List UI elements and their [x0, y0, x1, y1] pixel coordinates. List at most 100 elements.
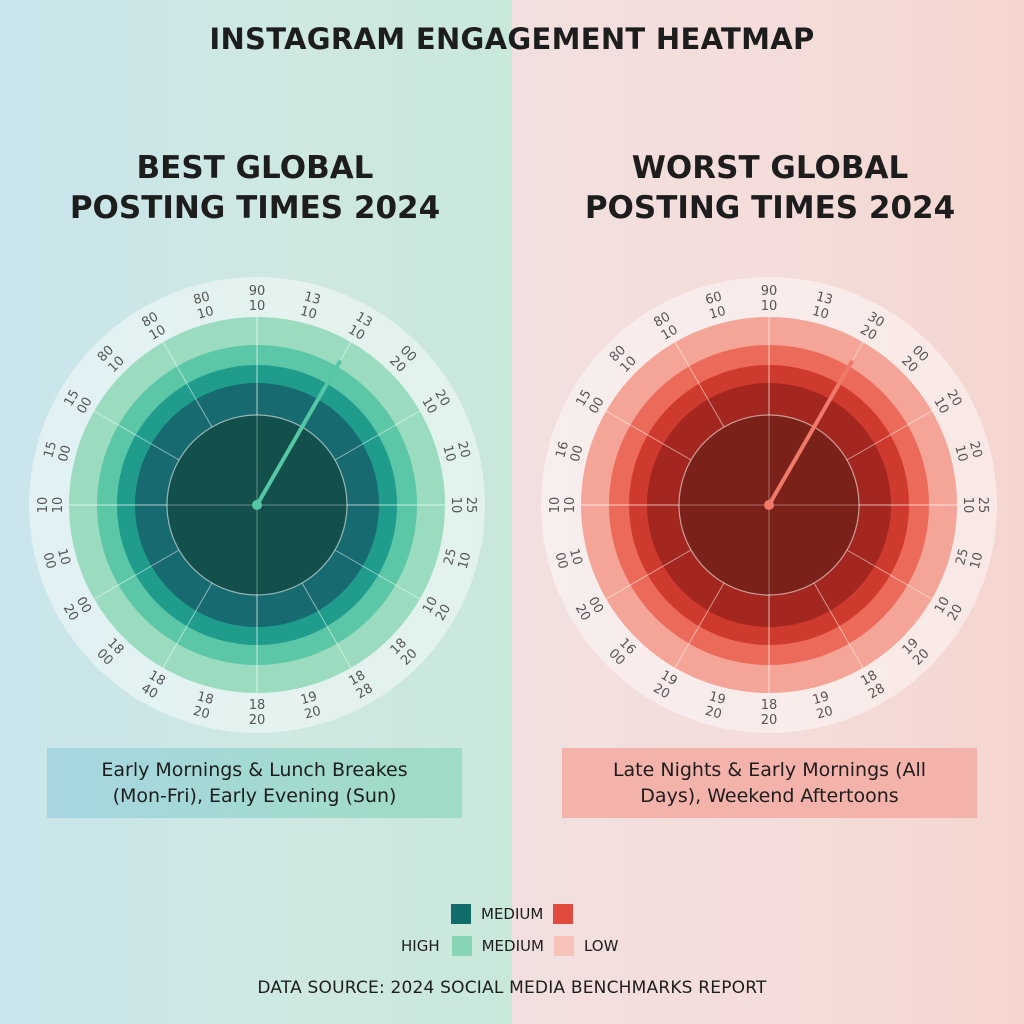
best-tick-4-top: 20 [431, 387, 452, 409]
best-tick-18-top: 10 [36, 497, 51, 514]
worst-tick-11-top: 19 [811, 689, 831, 708]
best-spoke-4 [334, 549, 421, 600]
best-tick-16-bottom: 20 [60, 602, 81, 624]
worst-tick-23-bottom: 10 [708, 304, 728, 323]
legend-label-high: HIGH [401, 937, 440, 955]
best-spoke-2 [334, 410, 421, 461]
worst-tick-5-top: 20 [966, 440, 985, 460]
best-tick-22-top: 80 [139, 309, 161, 330]
worst-tick-4-bottom: 10 [930, 395, 951, 417]
best-tick-12-bottom: 20 [249, 713, 266, 728]
worst-tick-13-bottom: 20 [703, 704, 723, 723]
worst-panel-title: WORST GLOBAL POSTING TIMES 2024 [584, 150, 956, 226]
best-tick-7-top: 25 [441, 547, 460, 567]
best-summary-text: Early Mornings & Lunch Breakes (Mon-Fri)… [101, 759, 408, 807]
best-tick-14-bottom: 40 [138, 681, 160, 702]
legend-row-2: HIGH MEDIUM LOW [401, 936, 618, 956]
worst-tick-17-bottom: 00 [551, 551, 570, 571]
best-tick-13-bottom: 20 [191, 704, 211, 723]
best-summary-box: Early Mornings & Lunch Breakes (Mon-Fri)… [47, 748, 462, 818]
worst-tick-14-bottom: 20 [650, 681, 672, 702]
best-tick-20-bottom: 00 [74, 395, 95, 417]
worst-spoke-8 [605, 549, 692, 600]
legend-swatch-worst-high [553, 904, 574, 924]
best-tick-8-bottom: 20 [433, 602, 454, 624]
best-tick-2-top: 13 [353, 309, 375, 330]
worst-spoke-2 [846, 410, 933, 461]
best-tick-22-bottom: 10 [147, 322, 169, 343]
best-tick-11-bottom: 20 [303, 704, 323, 723]
best-tick-19-top: 15 [41, 440, 60, 460]
best-spoke-10 [93, 410, 180, 461]
legend-label-medium-2: MEDIUM [481, 937, 544, 955]
worst-tick-7-top: 25 [953, 547, 972, 567]
worst-tick-0-bottom: 10 [761, 299, 778, 314]
worst-tick-1-bottom: 10 [810, 304, 830, 323]
worst-tick-12-top: 18 [761, 698, 778, 713]
worst-tick-16-top: 00 [585, 594, 606, 616]
best-tick-23-bottom: 10 [196, 304, 216, 323]
worst-tick-2-top: 30 [865, 309, 887, 330]
worst-tick-19-bottom: 00 [568, 444, 587, 464]
legend-swatch-best-high [451, 904, 471, 924]
legend-label-medium: MEDIUM [481, 905, 544, 923]
worst-tick-1-top: 13 [814, 289, 834, 308]
best-tick-23-top: 80 [192, 289, 212, 308]
best-tick-5-bottom: 10 [439, 444, 458, 464]
best-tick-4-bottom: 10 [418, 395, 439, 417]
worst-tick-11-bottom: 20 [815, 704, 835, 723]
legend-swatch-worst-low [553, 936, 574, 956]
best-tick-20-top: 15 [61, 387, 82, 409]
best-tick-5-top: 20 [454, 440, 473, 460]
worst-tick-20-top: 15 [573, 387, 594, 409]
best-tick-6-top: 25 [463, 497, 478, 514]
best-tick-12-top: 18 [249, 698, 266, 713]
best-pointer [255, 360, 342, 507]
worst-tick-17-top: 10 [566, 547, 585, 567]
best-tick-19-bottom: 00 [56, 444, 75, 464]
best-tick-18-bottom: 10 [51, 497, 66, 514]
best-tick-17-top: 10 [54, 547, 73, 567]
best-spoke-7 [162, 582, 213, 669]
best-tick-18: 10 10 [36, 497, 66, 514]
legend-row-1: MEDIUM [451, 904, 574, 924]
worst-tick-19-top: 16 [553, 440, 572, 460]
worst-tick-14-top: 19 [658, 668, 680, 689]
legend-swatch-best-medium [451, 936, 472, 956]
worst-tick-16-bottom: 20 [572, 602, 593, 624]
worst-spoke-11 [674, 341, 725, 428]
worst-tick-18-bottom: 10 [563, 497, 578, 514]
worst-tick-22-bottom: 10 [659, 322, 681, 343]
worst-tick-6-bottom: 10 [960, 497, 975, 514]
data-source: DATA SOURCE: 2024 SOCIAL MEDIA BENCHMARK… [257, 978, 767, 998]
best-tick-8-top: 10 [420, 594, 441, 616]
worst-spoke-10 [605, 410, 692, 461]
worst-spoke-5 [813, 582, 864, 669]
